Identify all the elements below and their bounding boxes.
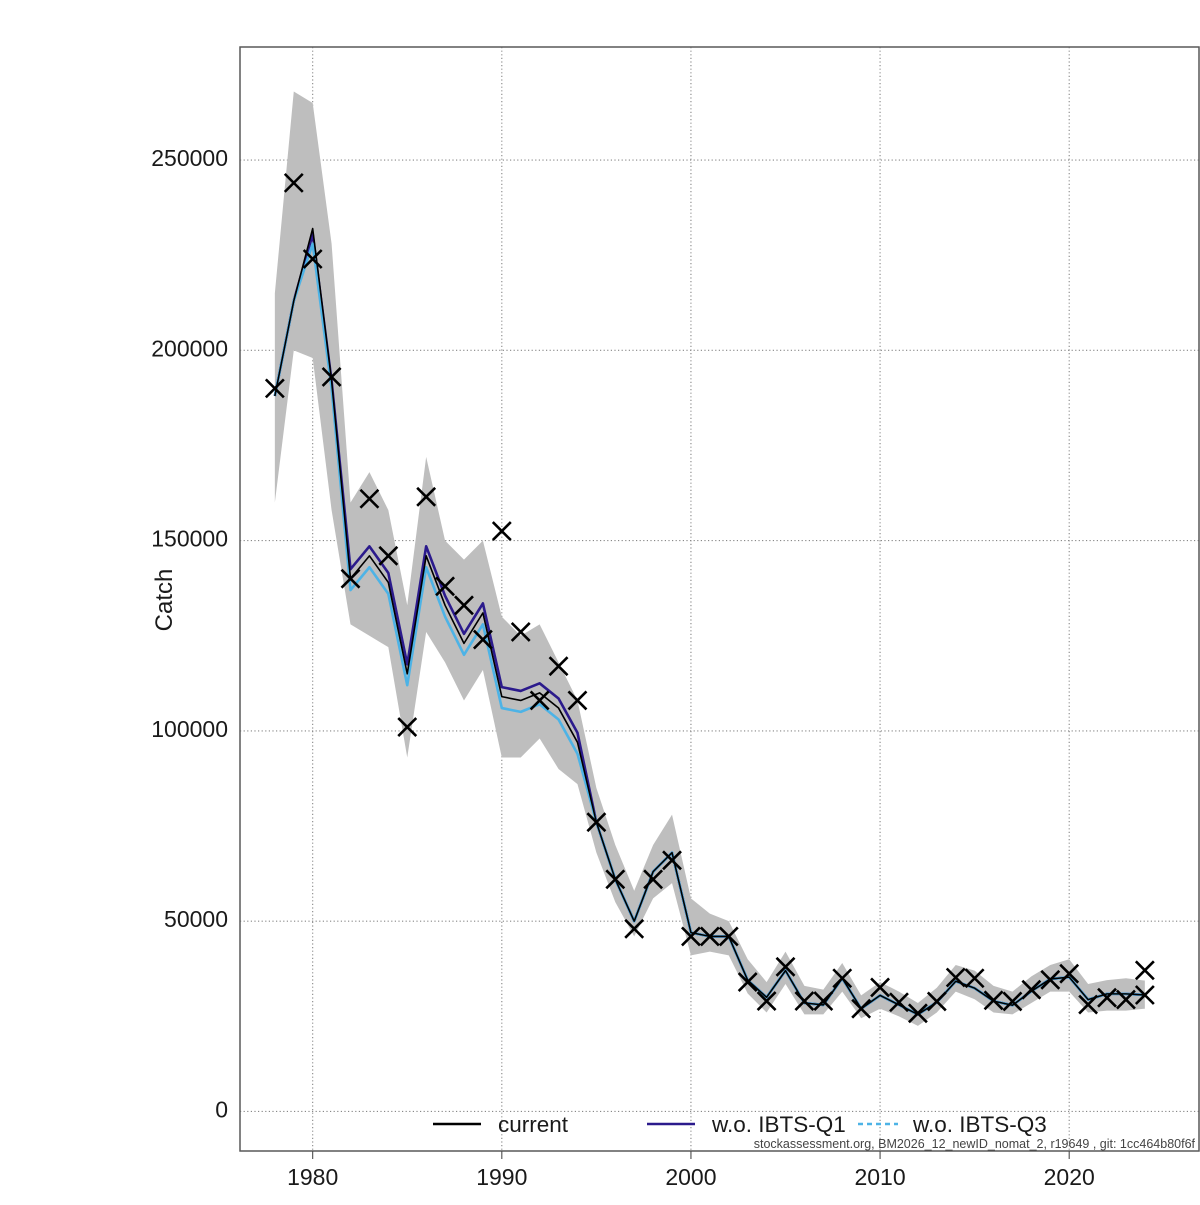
- svg-text:50000: 50000: [164, 906, 228, 932]
- svg-text:200000: 200000: [151, 335, 228, 361]
- svg-text:0: 0: [215, 1096, 228, 1122]
- svg-text:2020: 2020: [1044, 1164, 1095, 1190]
- svg-text:1990: 1990: [476, 1164, 527, 1190]
- svg-text:2000: 2000: [665, 1164, 716, 1190]
- svg-text:1980: 1980: [287, 1164, 338, 1190]
- svg-text:2010: 2010: [854, 1164, 905, 1190]
- svg-text:w.o. IBTS-Q3: w.o. IBTS-Q3: [912, 1112, 1047, 1137]
- svg-text:150000: 150000: [151, 526, 228, 552]
- svg-text:Catch: Catch: [151, 569, 178, 632]
- svg-text:250000: 250000: [151, 145, 228, 171]
- svg-text:current: current: [498, 1112, 569, 1137]
- svg-text:100000: 100000: [151, 716, 228, 742]
- svg-text:w.o. IBTS-Q1: w.o. IBTS-Q1: [711, 1112, 846, 1137]
- svg-text:stockassessment.org, BM2026_12: stockassessment.org, BM2026_12_newID_nom…: [754, 1137, 1196, 1151]
